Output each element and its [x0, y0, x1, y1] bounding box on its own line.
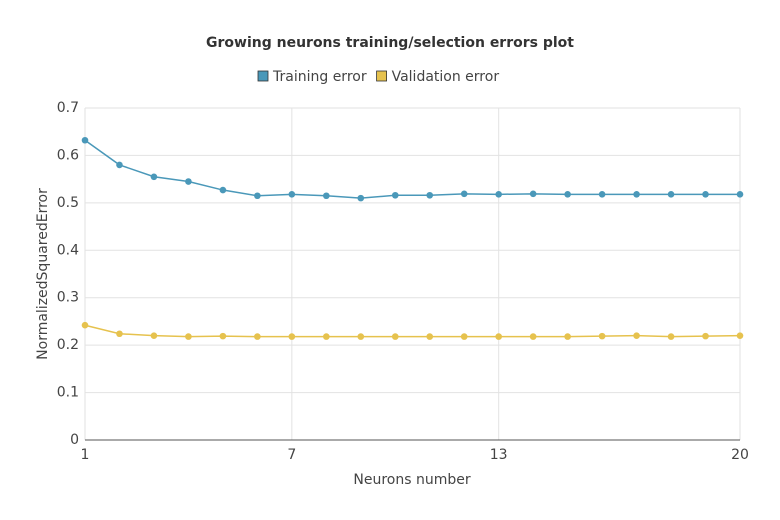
data-point: [495, 333, 502, 340]
legend: Training error Validation error: [257, 69, 500, 85]
data-point: [633, 332, 640, 339]
data-point: [150, 173, 158, 181]
data-point: [598, 191, 606, 198]
series-line: [84, 324, 741, 338]
data-point: [598, 332, 606, 340]
y-tick-label: 0.6: [57, 147, 79, 163]
y-tick-label: 0.1: [57, 385, 79, 401]
data-point: [357, 333, 365, 340]
data-point: [702, 332, 709, 340]
data-point: [185, 178, 192, 185]
data-point: [288, 333, 296, 340]
y-tick-label: 0.5: [57, 195, 79, 211]
data-point: [564, 333, 571, 340]
data-point: [391, 191, 399, 199]
data-point: [357, 194, 365, 202]
x-tick-label: 13: [490, 447, 508, 463]
y-tick-label: 0.7: [57, 100, 79, 116]
data-point: [254, 192, 261, 200]
chart-title: Growing neurons training/selection error…: [206, 35, 574, 51]
data-point: [529, 333, 537, 340]
data-point: [185, 333, 192, 340]
x-tick-label: 7: [287, 447, 296, 463]
data-point: [254, 333, 261, 340]
data-point: [736, 191, 744, 198]
data-point: [323, 192, 330, 200]
y-axis-label: NormalizedSquaredError: [35, 188, 51, 360]
data-point: [564, 191, 571, 198]
y-tick-label: 0: [70, 432, 79, 448]
data-point: [391, 333, 399, 340]
data-point: [116, 161, 123, 169]
legend-swatch: [376, 70, 387, 82]
data-point: [667, 191, 675, 198]
data-point: [288, 191, 296, 198]
legend-label: Training error: [272, 69, 367, 85]
y-tick-label: 0.3: [57, 290, 79, 306]
data-point: [529, 190, 537, 198]
data-point: [460, 333, 468, 340]
x-axis-label: Neurons number: [353, 472, 470, 488]
data-point: [81, 321, 89, 329]
data-point: [219, 332, 227, 340]
data-point: [219, 186, 227, 194]
series-line: [84, 139, 740, 199]
legend-label: Validation error: [392, 69, 500, 85]
data-point: [495, 191, 502, 198]
legend-swatch: [257, 70, 269, 82]
y-tick-label: 0.4: [57, 242, 79, 258]
x-tick-label: 20: [731, 447, 749, 463]
data-point: [150, 332, 158, 339]
data-point: [81, 136, 89, 144]
data-point: [116, 330, 123, 338]
data-point: [460, 190, 468, 198]
data-point: [426, 333, 434, 340]
data-point: [323, 333, 330, 340]
data-point: [702, 191, 709, 198]
y-tick-label: 0.2: [57, 337, 79, 353]
data-point: [426, 191, 434, 199]
data-point: [736, 332, 744, 339]
data-point: [633, 191, 640, 198]
data-point: [667, 333, 675, 340]
x-tick-label: 1: [81, 447, 90, 463]
